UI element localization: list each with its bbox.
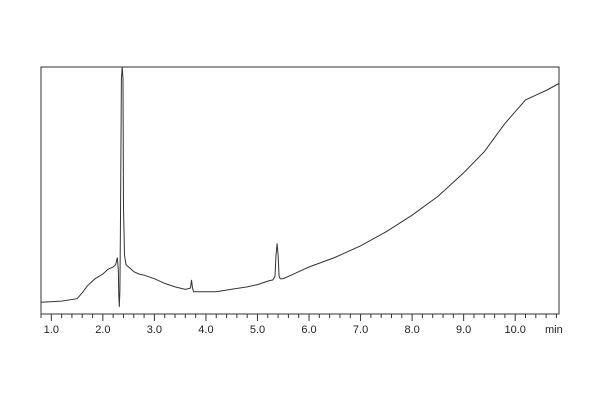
- x-tick-label: 5.0: [250, 324, 265, 336]
- x-axis-ticks: [40, 314, 557, 321]
- plot-frame: [40, 66, 560, 315]
- x-tick-label: 10.0: [504, 324, 525, 336]
- x-axis-unit-label: min: [545, 324, 563, 336]
- x-tick-label: 8.0: [404, 324, 419, 336]
- x-axis-tick-labels: 1.0 2.0 3.0 4.0 5.0 6.0 7.0 8.0 9.0 10.0: [44, 324, 526, 336]
- x-tick-label: 1.0: [44, 324, 59, 336]
- x-tick-label: 4.0: [198, 324, 213, 336]
- x-tick-label: 6.0: [301, 324, 316, 336]
- x-tick-label: 7.0: [353, 324, 368, 336]
- x-tick-label: 3.0: [147, 324, 162, 336]
- x-tick-label: 9.0: [456, 324, 471, 336]
- x-tick-label: 2.0: [95, 324, 110, 336]
- chromatogram-trace: [40, 66, 560, 307]
